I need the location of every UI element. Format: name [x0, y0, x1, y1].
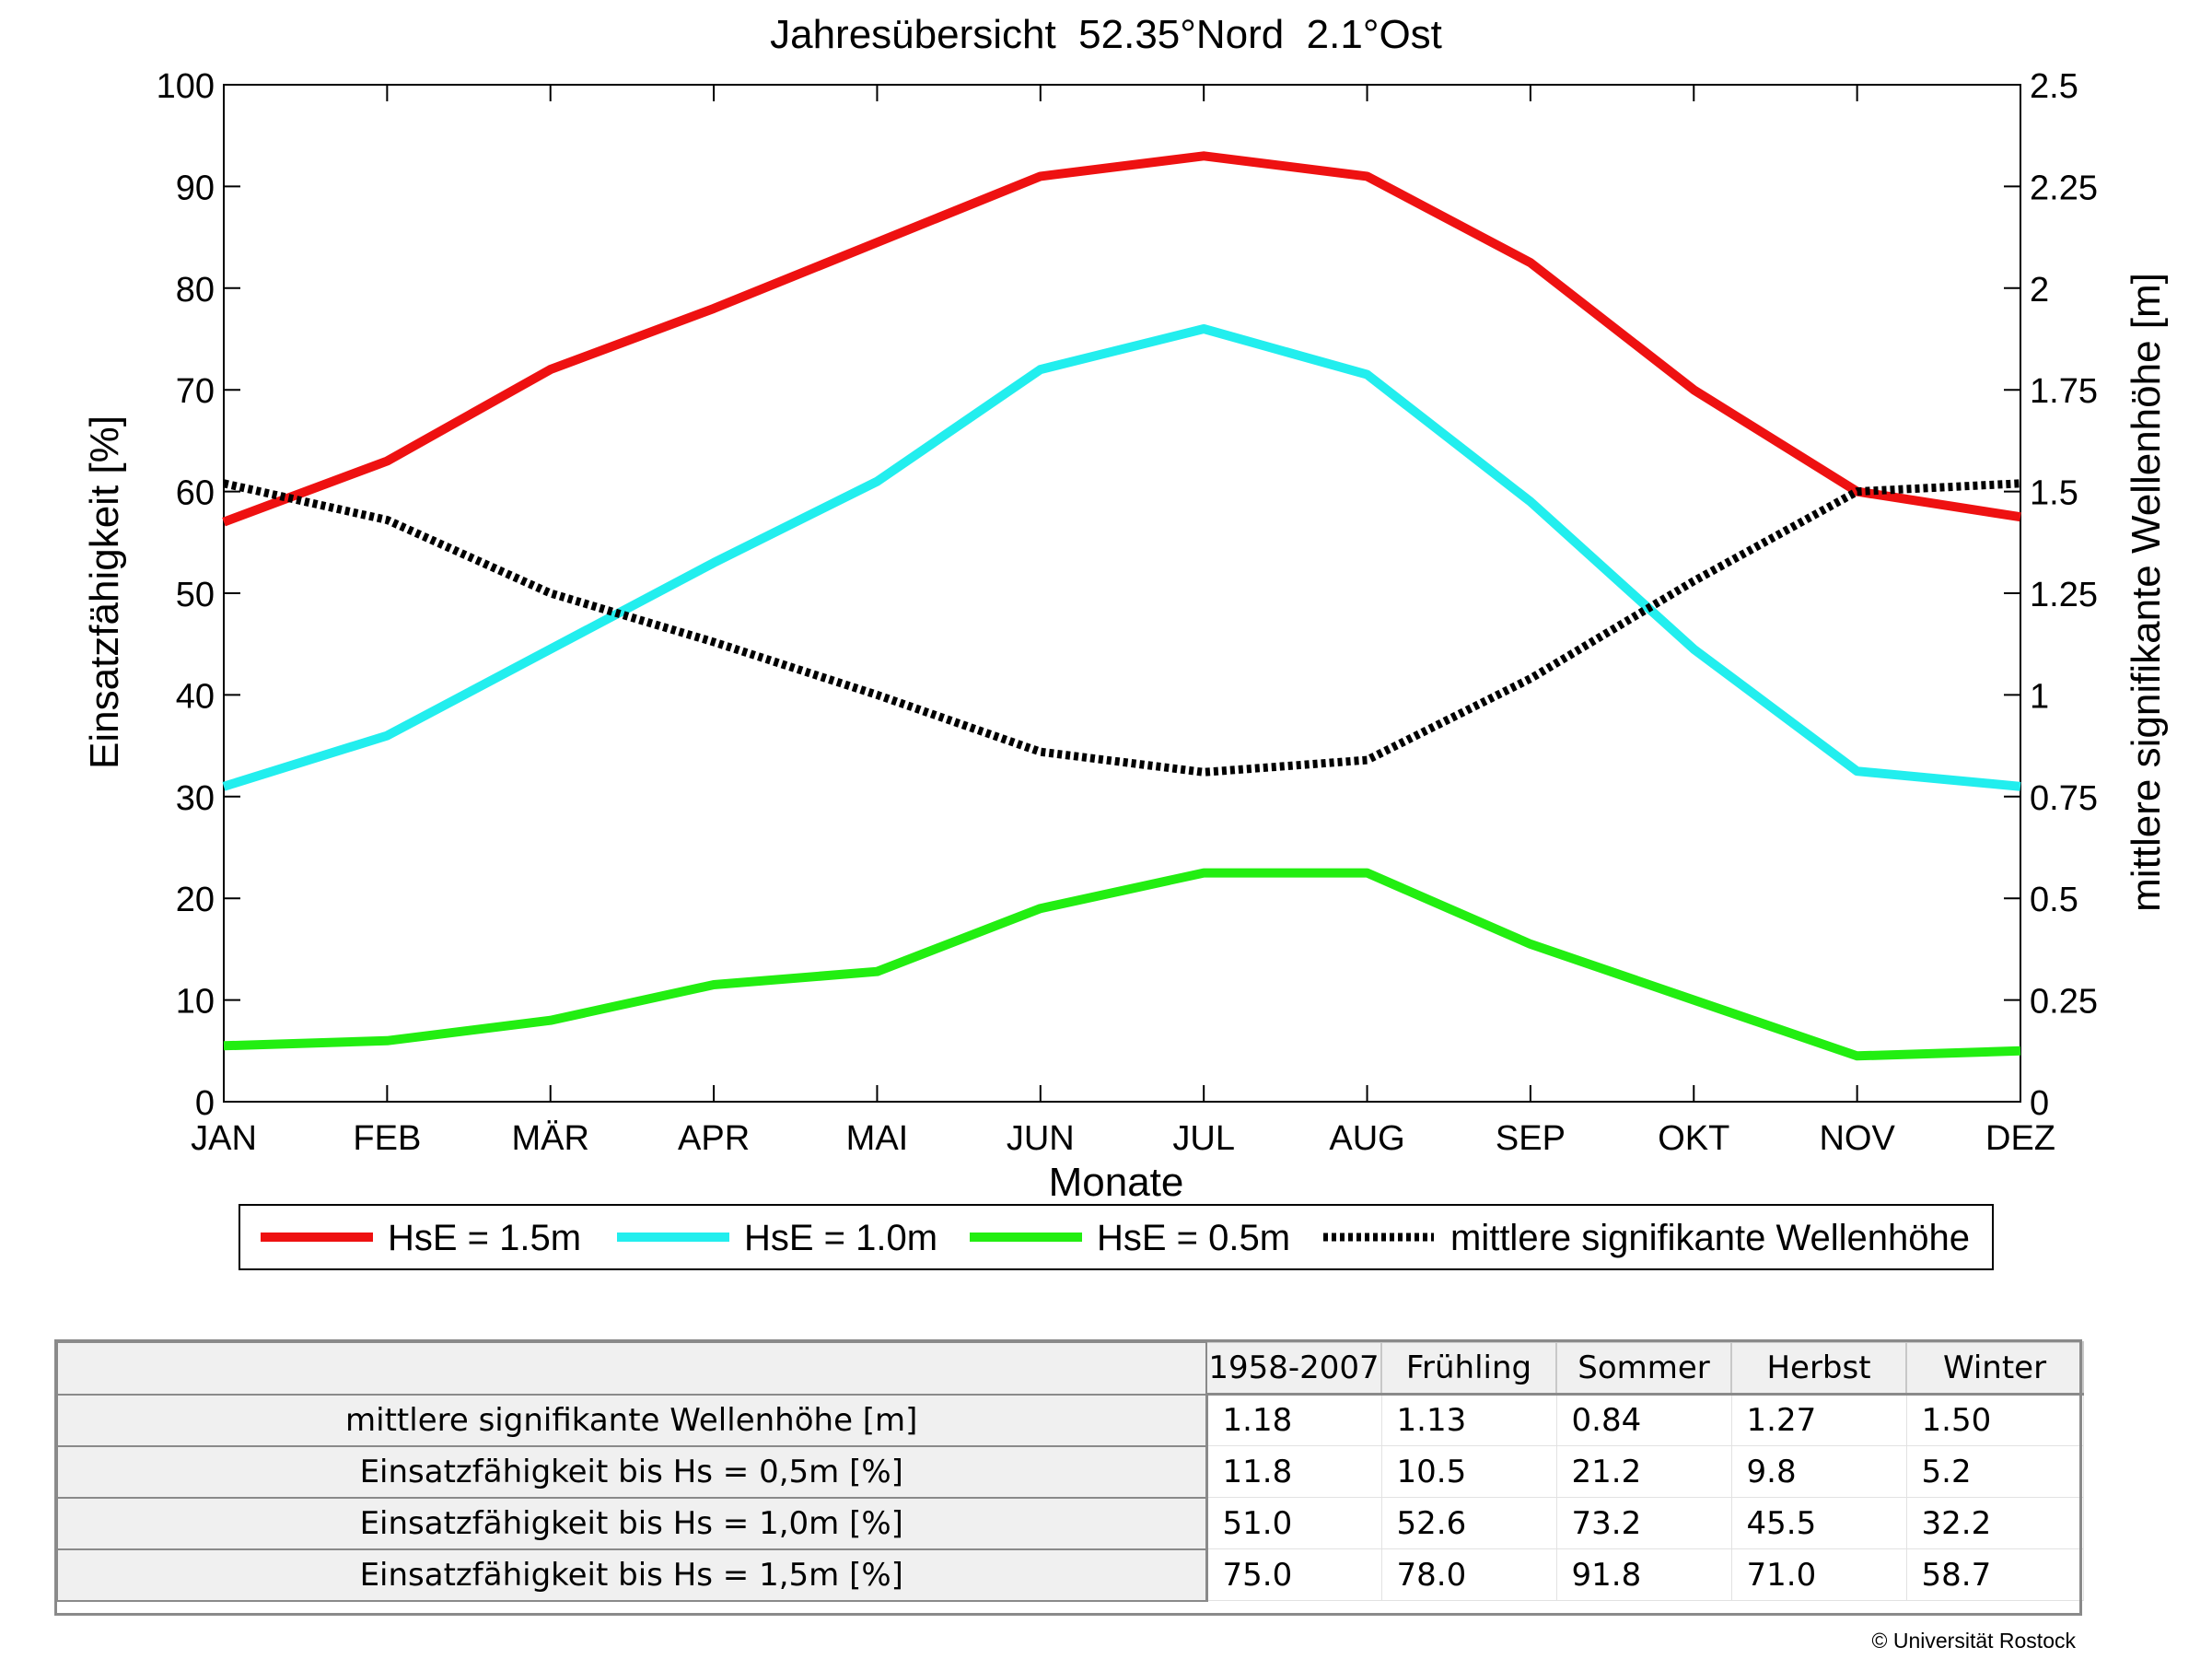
x-axis-label: Monate — [1049, 1160, 1184, 1205]
row-header: Einsatzfähigkeit bis Hs = 0,5m [%] — [56, 1444, 1208, 1499]
table-row: Einsatzfähigkeit bis Hs = 1,5m [%] 75.0 … — [56, 1548, 2084, 1602]
y-tick-label: 30 — [176, 779, 215, 818]
table-corner — [56, 1341, 1207, 1396]
legend-box — [239, 1204, 1994, 1270]
y-tick-label: 20 — [176, 881, 215, 919]
x-tick-label: JUL — [1172, 1119, 1235, 1158]
series-line-2 — [223, 868, 2021, 1061]
legend-label: mittlere signifikante Wellenhöhe — [1450, 1218, 1970, 1258]
y2-tick-label: 1 — [2030, 677, 2049, 716]
chart-title: Jahresübersicht 52.35°Nord 2.1°Ost — [770, 12, 1442, 57]
legend-label: HsE = 1.0m — [744, 1218, 937, 1258]
table-row: Einsatzfähigkeit bis Hs = 0,5m [%] 11.8 … — [56, 1444, 2084, 1499]
table-row: Einsatzfähigkeit bis Hs = 1,0m [%] 51.0 … — [56, 1496, 2084, 1550]
table-cell: 10.5 — [1380, 1445, 1557, 1498]
table-cell: 51.0 — [1205, 1497, 1382, 1549]
x-tick-label: AUG — [1329, 1119, 1404, 1158]
legend: HsE = 1.5m HsE = 1.0m HsE = 0.5m mittlere s… — [239, 1204, 1994, 1270]
y-tick-label: 40 — [176, 677, 215, 716]
y-tick-label: 60 — [176, 474, 215, 513]
x-tick-label: MÄR — [512, 1119, 589, 1158]
y2-tick-label: 1.25 — [2030, 576, 2098, 614]
y-tick-label: 70 — [176, 372, 215, 411]
table-cell: 21.2 — [1555, 1445, 1732, 1498]
table-row: mittlere signifikante Wellenhöhe [m] 1.1… — [56, 1393, 2084, 1447]
row-header: mittlere signifikante Wellenhöhe [m] — [56, 1393, 1208, 1447]
series-line-0 — [222, 151, 2021, 527]
table-header-row: 1958-2007 Frühling Sommer Herbst Winter — [56, 1341, 2084, 1396]
table-cell: 9.8 — [1730, 1445, 1907, 1498]
y2-tick-label: 1.75 — [2030, 372, 2098, 411]
table-cell: 45.5 — [1730, 1497, 1907, 1549]
x-tick-label: SEP — [1496, 1119, 1566, 1158]
y-tick-label: 80 — [176, 271, 215, 310]
legend-label: HsE = 0.5m — [1097, 1218, 1290, 1258]
x-tick-label: OKT — [1658, 1119, 1729, 1158]
chart: Jahresübersicht 52.35°Nord 2.1°Ost 01020… — [82, 12, 2169, 1270]
y2-tick-label: 0.5 — [2030, 881, 2078, 919]
x-tick-label: FEB — [353, 1119, 421, 1158]
table-cell: 5.2 — [1905, 1445, 2084, 1498]
y2-tick-label: 0 — [2030, 1084, 2049, 1123]
summary-table: 1958-2007 Frühling Sommer Herbst Winter … — [56, 1341, 2084, 1602]
x-tick-label: JUN — [1007, 1119, 1075, 1158]
x-tick-label: APR — [678, 1119, 750, 1158]
legend-label: HsE = 1.5m — [388, 1218, 581, 1258]
y2-axis-label: mittlere signifikante Wellenhöhe [m] — [2124, 273, 2169, 912]
y-tick-label: 90 — [176, 169, 215, 207]
y2-tick-label: 2.25 — [2030, 169, 2098, 207]
table-cell: 58.7 — [1905, 1548, 2084, 1601]
y-tick-label: 100 — [157, 67, 215, 106]
table-cell: 91.8 — [1555, 1548, 1732, 1601]
table-cell: 52.6 — [1380, 1497, 1557, 1549]
table-cell: 1.27 — [1730, 1394, 1907, 1446]
x-tick-label: DEZ — [1985, 1119, 2055, 1158]
table-cell: 32.2 — [1905, 1497, 2084, 1549]
x-tick-label: JAN — [191, 1119, 257, 1158]
series-line-3 — [223, 479, 2021, 777]
y-tick-label: 50 — [176, 576, 215, 614]
table-cell: 1.18 — [1205, 1394, 1382, 1446]
column-header-summer: Sommer — [1555, 1341, 1732, 1396]
column-header-spring: Frühling — [1380, 1341, 1557, 1396]
y2-tick-label: 2.5 — [2030, 67, 2078, 106]
y-tick-label: 10 — [176, 983, 215, 1022]
y2-tick-label: 0.25 — [2030, 983, 2098, 1022]
table-cell: 1.13 — [1380, 1394, 1557, 1446]
y2-tick-label: 2 — [2030, 271, 2049, 310]
table-cell: 0.84 — [1555, 1394, 1732, 1446]
table-cell: 11.8 — [1205, 1445, 1382, 1498]
table-cell: 73.2 — [1555, 1497, 1732, 1549]
y-tick-label: 0 — [195, 1084, 215, 1123]
column-header-autumn: Herbst — [1730, 1341, 1907, 1396]
y2-tick-label: 0.75 — [2030, 779, 2098, 818]
x-tick-label: MAI — [846, 1119, 909, 1158]
table-cell: 71.0 — [1730, 1548, 1907, 1601]
column-header-period: 1958-2007 — [1205, 1341, 1382, 1396]
y-axis-label: Einsatzfähigkeit [%] — [82, 415, 127, 769]
x-tick-label: NOV — [1819, 1119, 1895, 1158]
row-header: Einsatzfähigkeit bis Hs = 1,0m [%] — [56, 1496, 1208, 1550]
row-header: Einsatzfähigkeit bis Hs = 1,5m [%] — [56, 1548, 1208, 1602]
table-cell: 1.50 — [1905, 1394, 2084, 1446]
table-cell: 75.0 — [1205, 1548, 1382, 1601]
copyright-notice: © Universität Rostock — [1871, 1629, 2076, 1653]
plot-area — [223, 84, 2021, 1103]
table-cell: 78.0 — [1380, 1548, 1557, 1601]
y2-tick-label: 1.5 — [2030, 474, 2078, 513]
column-header-winter: Winter — [1905, 1341, 2084, 1396]
series-line-1 — [222, 324, 2021, 791]
